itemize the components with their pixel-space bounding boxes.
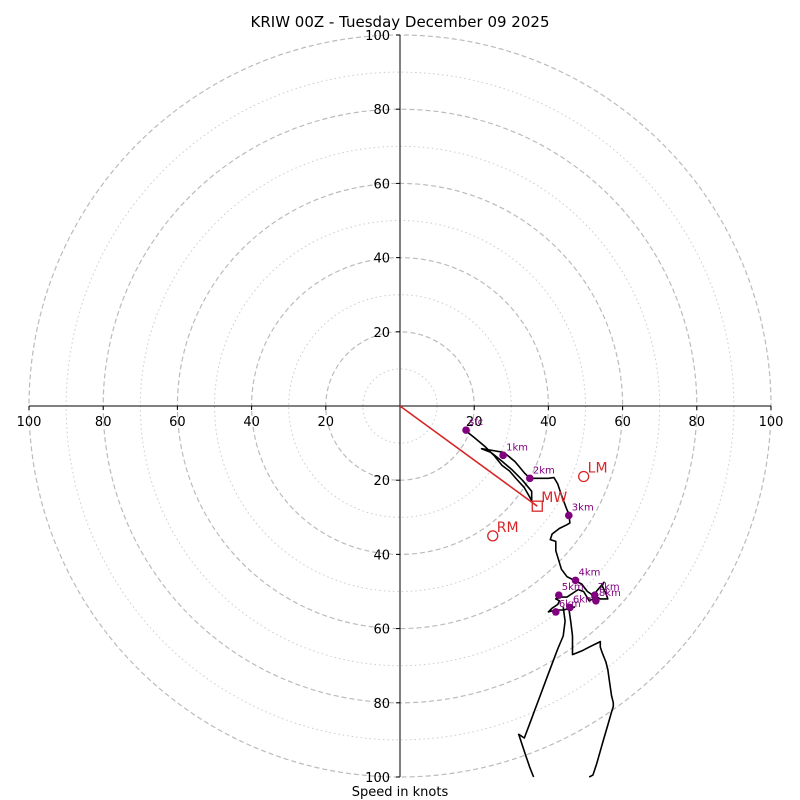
y-tick-label-3: 40 — [373, 252, 390, 267]
height-point-7 — [552, 608, 560, 616]
storm-label-rm: RM — [497, 520, 519, 536]
x-tick-label-3: 40 — [243, 415, 260, 430]
y-tick-label-7: 60 — [373, 623, 390, 638]
mean-wind-vector — [399, 405, 538, 507]
x-tick-label-7: 60 — [614, 415, 631, 430]
height-point-6 — [566, 603, 574, 612]
y-tick-label-9: 100 — [365, 771, 390, 786]
x-tick-label-8: 80 — [689, 415, 706, 430]
y-tick-label-5: 20 — [373, 474, 390, 489]
y-tick-label-2: 60 — [373, 177, 390, 192]
x-tick-label-0: 100 — [17, 415, 42, 430]
tick-labels: 100 80 60 40 20 20 40 60 80 100 100 80 60 40 20 20 40 60 8… — [17, 29, 784, 786]
height-point-3 — [565, 511, 573, 520]
y-tick-label-1: 80 — [373, 103, 390, 118]
height-label-0: sfc — [469, 417, 483, 428]
height-label-5: 5km — [562, 582, 584, 593]
height-label-4: 4km — [578, 567, 600, 578]
chart-title: KRIW 00Z - Tuesday December 09 2025 — [251, 13, 550, 31]
x-tick-label-5: 20 — [466, 415, 483, 430]
storm-marker-rm — [487, 530, 499, 542]
y-tick-label-8: 80 — [373, 697, 390, 712]
x-tick-label-4: 20 — [318, 415, 335, 430]
height-point-9 — [592, 596, 600, 605]
height-point-2 — [526, 474, 534, 483]
y-tick-label-6: 40 — [373, 548, 390, 563]
height-label-8: 7km — [598, 582, 620, 593]
height-point-5 — [554, 591, 563, 600]
height-point-0 — [462, 426, 470, 434]
storm-label-mw: MW — [541, 490, 567, 506]
height-label-9: 8km — [599, 588, 621, 599]
x-tick-label-9: 100 — [759, 415, 784, 430]
hodograph-trace-line — [464, 429, 615, 778]
y-tick-label-4: 20 — [373, 326, 390, 341]
x-axis-label: Speed in knots — [352, 785, 449, 800]
storm-motion: LM MW RM — [399, 405, 608, 542]
hodograph-traces — [464, 429, 615, 778]
height-label-2: 2km — [533, 465, 555, 476]
x-tick-label-6: 40 — [540, 415, 557, 430]
height-point-1 — [499, 451, 507, 460]
storm-marker-mw — [531, 500, 543, 512]
storm-label-lm: LM — [588, 460, 608, 476]
height-label-1: 1km — [506, 442, 528, 453]
x-tick-label-1: 80 — [95, 415, 112, 430]
storm-marker-lm — [577, 470, 590, 483]
y-tick-label-0: 100 — [365, 29, 390, 44]
hodograph-branch-line — [517, 606, 566, 778]
height-point-4 — [571, 576, 580, 585]
height-label-3: 3km — [572, 502, 594, 513]
height-label-6: 6km — [573, 594, 595, 605]
x-tick-label-2: 60 — [169, 415, 186, 430]
height-label-7: 6km — [559, 599, 581, 610]
